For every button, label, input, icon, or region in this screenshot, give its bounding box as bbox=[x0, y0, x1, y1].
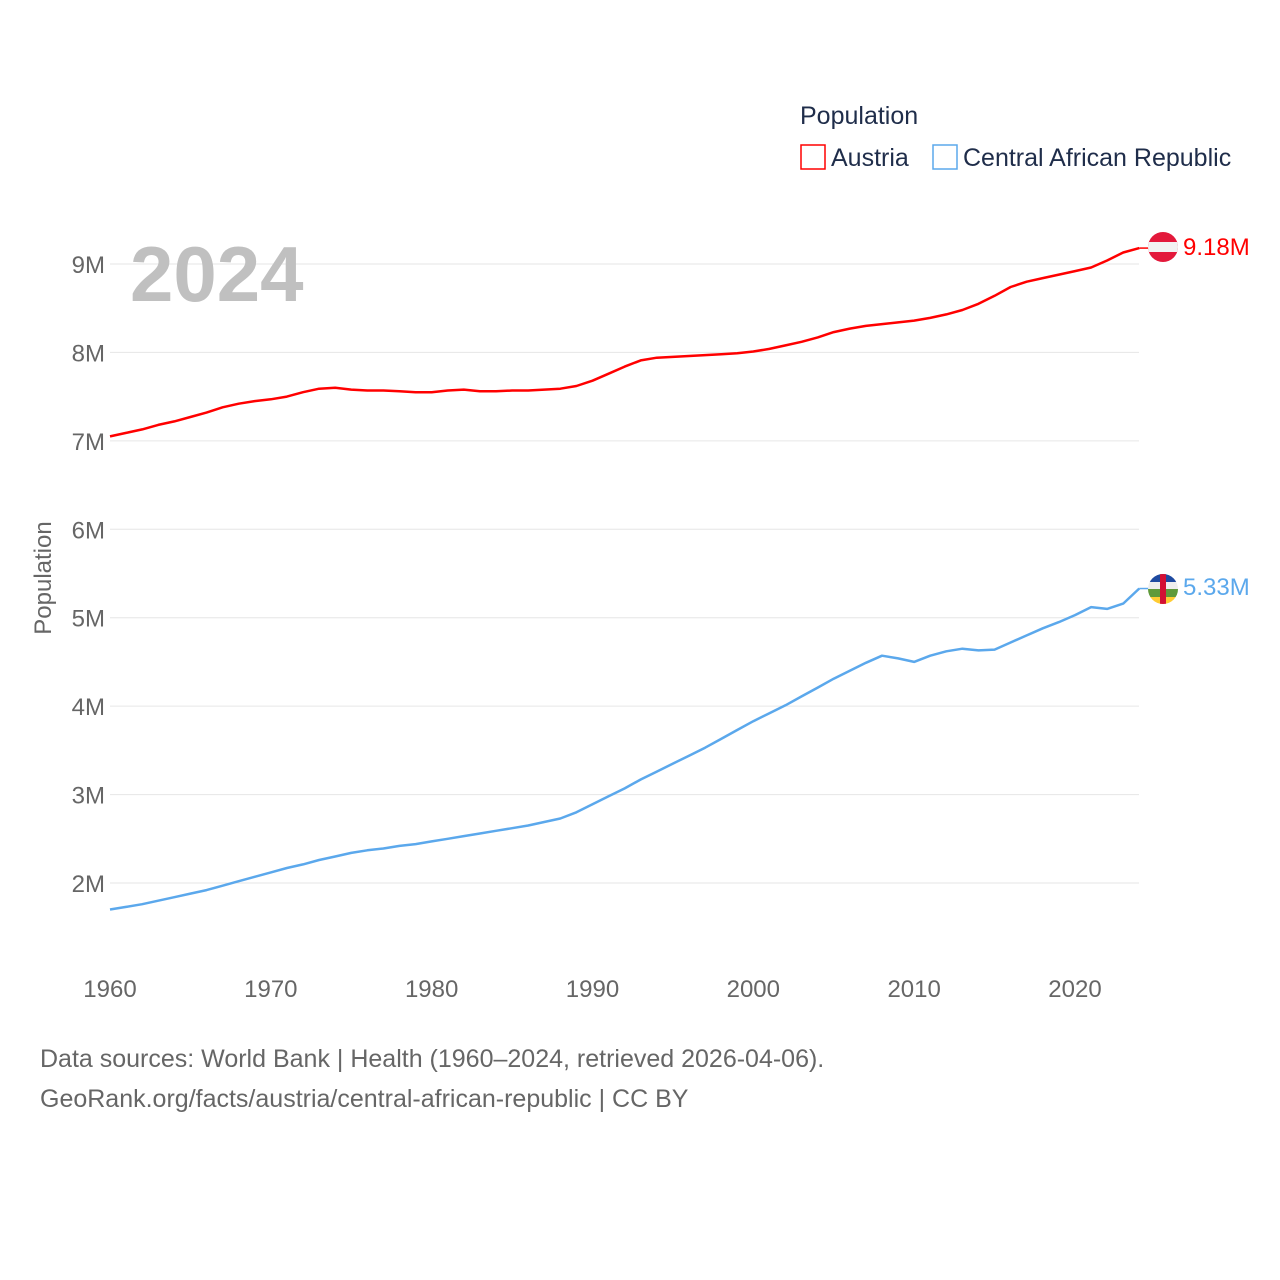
y-tick-label: 4M bbox=[72, 694, 105, 721]
austria-flag-icon bbox=[1148, 232, 1178, 262]
series-line-central-african-republic bbox=[109, 587, 1141, 911]
legend-item-austria[interactable]: Austria bbox=[800, 144, 909, 172]
legend: Population Austria Central African Repub… bbox=[800, 102, 1231, 172]
car-end-label: 5.33M bbox=[1183, 574, 1250, 601]
legend-swatch-austria bbox=[800, 144, 826, 170]
y-tick-label: 7M bbox=[72, 429, 105, 456]
y-tick-label: 6M bbox=[72, 517, 105, 544]
legend-item-central-african-republic[interactable]: Central African Republic bbox=[932, 144, 1231, 172]
x-tick-label: 2000 bbox=[727, 976, 780, 1003]
x-tick-label: 1970 bbox=[244, 976, 297, 1003]
x-tick-label: 1960 bbox=[83, 976, 136, 1003]
series-line-austria bbox=[109, 246, 1140, 438]
y-tick-label: 3M bbox=[72, 783, 105, 810]
footer-sources: Data sources: World Bank | Health (1960–… bbox=[40, 1045, 825, 1073]
legend-title: Population bbox=[800, 102, 918, 130]
legend-label-austria: Austria bbox=[831, 144, 909, 172]
central-african-republic-flag-icon bbox=[1148, 574, 1178, 604]
x-tick-label: 1990 bbox=[566, 976, 619, 1003]
y-tick-label: 9M bbox=[72, 252, 105, 279]
x-tick-label: 1980 bbox=[405, 976, 458, 1003]
y-tick-label: 5M bbox=[72, 606, 105, 633]
y-tick-label: 8M bbox=[72, 340, 105, 367]
y-tick-label: 2M bbox=[72, 871, 105, 898]
footer-attribution-link[interactable]: GeoRank.org/facts/austria/central-africa… bbox=[40, 1085, 689, 1113]
legend-label-car: Central African Republic bbox=[963, 144, 1231, 172]
year-watermark: 2024 bbox=[130, 230, 304, 318]
x-tick-label: 2010 bbox=[887, 976, 940, 1003]
y-axis-label: Population bbox=[30, 521, 57, 634]
legend-swatch-car bbox=[932, 144, 958, 170]
x-tick-label: 2020 bbox=[1048, 976, 1101, 1003]
austria-end-label: 9.18M bbox=[1183, 234, 1250, 261]
